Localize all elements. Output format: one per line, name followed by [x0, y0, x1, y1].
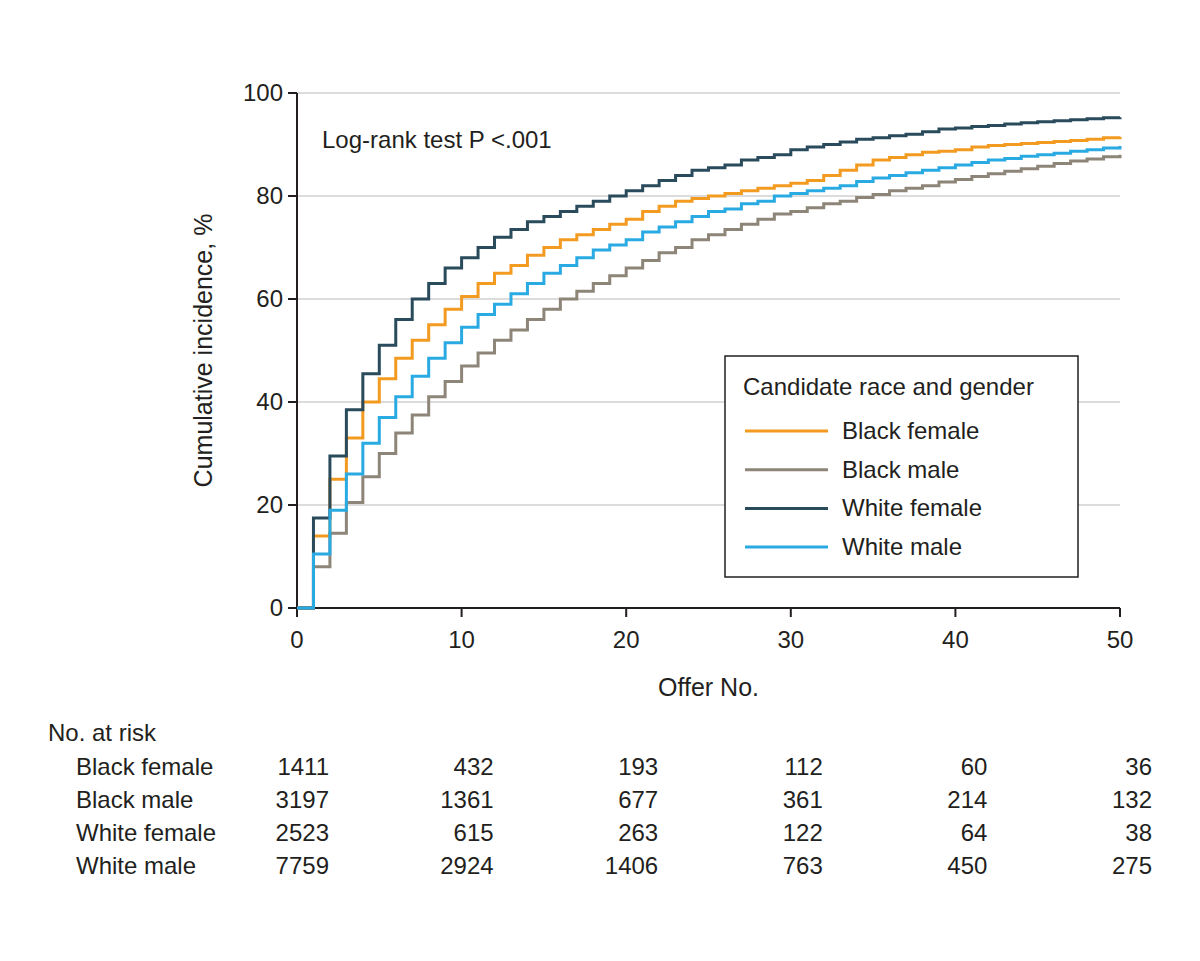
legend-label: White male — [842, 533, 962, 560]
series-line — [297, 146, 1120, 608]
risk-value: 122 — [783, 819, 823, 846]
legend-label: Black male — [842, 456, 959, 483]
risk-value: 1406 — [605, 852, 658, 879]
risk-value: 615 — [454, 819, 494, 846]
risk-row-label: White male — [76, 852, 196, 879]
series-line — [297, 137, 1120, 608]
legend-swatch — [745, 468, 828, 471]
risk-row-label: White female — [76, 819, 216, 846]
risk-value: 64 — [961, 819, 988, 846]
risk-value: 132 — [1112, 786, 1152, 813]
x-tick-label: 10 — [448, 626, 475, 653]
risk-value: 2924 — [440, 852, 493, 879]
annotation: Log-rank test P <.001 — [322, 126, 552, 153]
risk-value: 450 — [947, 852, 987, 879]
x-tick — [625, 608, 627, 617]
x-tick — [461, 608, 463, 617]
risk-value: 275 — [1112, 852, 1152, 879]
legend: Candidate race and gender Black female Bla… — [725, 356, 1078, 577]
risk-table: No. at risk Black female 1411 432 193 112 60 36… — [48, 719, 1152, 879]
y-tick-label: 60 — [256, 285, 283, 312]
risk-value: 193 — [618, 753, 658, 780]
x-axis — [297, 607, 1120, 609]
risk-value: 60 — [961, 753, 988, 780]
risk-value: 36 — [1125, 753, 1152, 780]
x-tick — [954, 608, 956, 617]
legend-swatch — [745, 546, 828, 549]
y-tick — [288, 195, 297, 197]
x-tick-label: 40 — [942, 626, 969, 653]
y-axis — [296, 93, 298, 608]
x-tick-label: 0 — [290, 626, 303, 653]
y-axis-label: Cumulative incidence, % — [189, 214, 217, 488]
risk-value: 1361 — [440, 786, 493, 813]
y-tick — [288, 504, 297, 506]
risk-value: 432 — [454, 753, 494, 780]
risk-value: 3197 — [276, 786, 329, 813]
legend-label: Black female — [842, 417, 979, 444]
risk-row-label: Black male — [76, 786, 193, 813]
legend-label: White female — [842, 494, 982, 521]
risk-value: 361 — [783, 786, 823, 813]
legend-title: Candidate race and gender — [743, 373, 1034, 400]
y-tick — [288, 401, 297, 403]
x-tick-label: 50 — [1107, 626, 1134, 653]
x-tick-label: 30 — [777, 626, 804, 653]
x-tick-label: 20 — [613, 626, 640, 653]
y-tick — [288, 298, 297, 300]
y-tick-label: 80 — [256, 182, 283, 209]
series-line — [297, 155, 1120, 608]
legend-box — [725, 356, 1078, 577]
risk-value: 263 — [618, 819, 658, 846]
series-line — [297, 117, 1120, 608]
x-tick — [790, 608, 792, 617]
risk-value: 214 — [947, 786, 987, 813]
risk-value: 2523 — [276, 819, 329, 846]
y-tick-label: 40 — [256, 388, 283, 415]
risk-table-title: No. at risk — [48, 719, 157, 746]
risk-row-label: Black female — [76, 753, 213, 780]
legend-swatch — [745, 430, 828, 433]
risk-value: 7759 — [276, 852, 329, 879]
risk-value: 1411 — [277, 753, 329, 780]
risk-value: 763 — [783, 852, 823, 879]
series-group — [297, 117, 1120, 608]
risk-value: 677 — [618, 786, 658, 813]
risk-value: 112 — [785, 753, 823, 780]
legend-swatch — [745, 507, 828, 510]
y-tick-label: 0 — [270, 594, 283, 621]
chart: 0 20 40 60 80 100 0 10 20 30 40 50 Offer No. Cumulati… — [0, 0, 1200, 961]
grid-line — [297, 92, 1120, 94]
y-tick — [288, 607, 297, 609]
y-tick-label: 100 — [243, 79, 283, 106]
y-tick-label: 20 — [256, 491, 283, 518]
y-tick — [288, 92, 297, 94]
x-tick — [1119, 608, 1121, 617]
risk-value: 38 — [1125, 819, 1152, 846]
x-axis-label: Offer No. — [658, 673, 759, 701]
